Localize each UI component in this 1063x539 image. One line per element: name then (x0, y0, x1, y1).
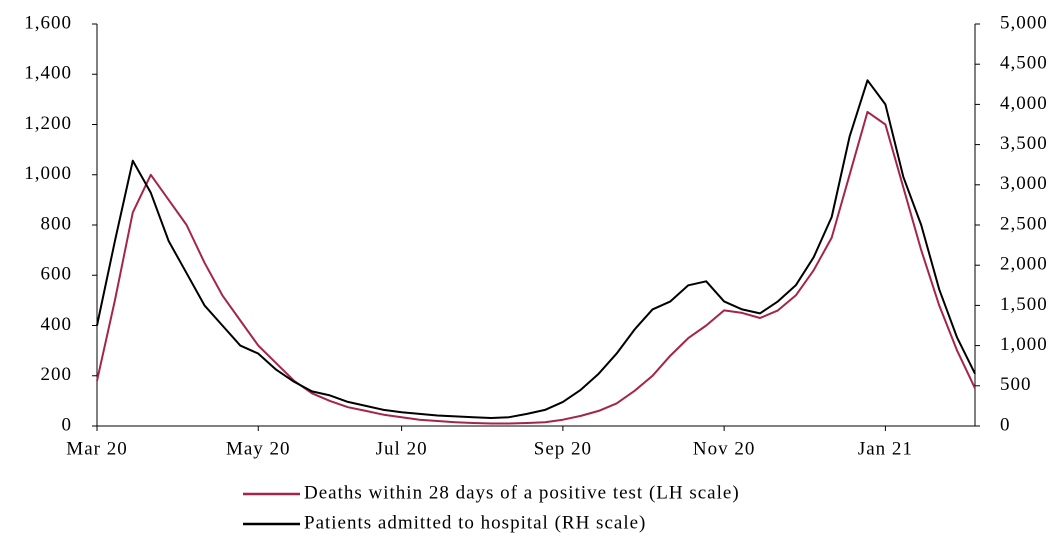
y2-tick-label: 4,000 (1000, 93, 1048, 114)
y-tick-label: 400 (41, 314, 73, 335)
x-tick-label: May 20 (226, 438, 291, 459)
data-line (96, 110, 976, 425)
y2-tick-label: 0 (1000, 414, 1011, 435)
legend-label: Patients admitted to hospital (RH scale) (304, 512, 646, 533)
data-line (96, 79, 976, 419)
y-tick-label: 800 (41, 213, 73, 234)
y2-tick-label: 500 (1000, 374, 1032, 395)
y2-tick-label: 5,000 (1000, 12, 1048, 33)
y2-tick-label: 2,000 (1000, 254, 1048, 275)
y2-tick-label: 3,000 (1000, 173, 1048, 194)
y2-tick-label: 1,500 (1000, 294, 1048, 315)
y-tick-label: 0 (62, 414, 73, 435)
y-tick-label: 1,200 (24, 113, 72, 134)
x-tick-label: Sep 20 (534, 438, 592, 459)
y2-tick-label: 1,000 (1000, 334, 1048, 355)
x-tick-label: Mar 20 (66, 438, 127, 459)
x-tick-label: Jul 20 (376, 438, 428, 459)
legend-label: Deaths within 28 days of a positive test… (304, 482, 740, 503)
y-tick-label: 600 (41, 264, 73, 285)
y2-tick-label: 2,500 (1000, 213, 1048, 234)
y2-tick-label: 4,500 (1000, 53, 1048, 74)
x-tick-label: Nov 20 (693, 438, 755, 459)
y-tick-label: 200 (41, 364, 73, 385)
y2-tick-label: 3,500 (1000, 133, 1048, 154)
y-tick-label: 1,400 (24, 63, 72, 84)
y-tick-label: 1,600 (24, 12, 72, 33)
x-tick-label: Jan 21 (858, 438, 913, 459)
y-tick-label: 1,000 (24, 163, 72, 184)
